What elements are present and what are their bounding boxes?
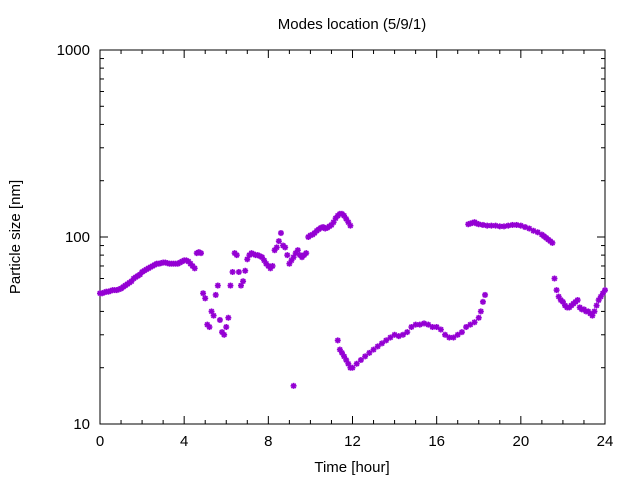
data-point bbox=[211, 291, 220, 299]
data-point bbox=[268, 262, 277, 270]
x-tick-label: 8 bbox=[264, 433, 272, 450]
data-point bbox=[458, 328, 466, 336]
data-point bbox=[403, 328, 412, 336]
data-point bbox=[220, 330, 228, 339]
x-tick-label: 12 bbox=[344, 433, 361, 450]
data-point bbox=[214, 281, 222, 290]
data-point bbox=[481, 291, 489, 299]
data-point bbox=[228, 268, 237, 276]
data-point bbox=[235, 268, 243, 276]
y-tick-labels: 10 100 1000 bbox=[57, 42, 90, 433]
y-tick-label: 100 bbox=[65, 229, 90, 246]
data-point bbox=[373, 342, 382, 351]
data-point bbox=[201, 294, 210, 303]
data-point bbox=[302, 249, 311, 257]
data-point bbox=[224, 313, 233, 322]
data-point bbox=[552, 286, 561, 294]
data-point bbox=[601, 286, 609, 294]
data-point bbox=[232, 251, 241, 259]
data-point bbox=[209, 311, 218, 320]
data-point bbox=[216, 316, 224, 324]
data-point bbox=[239, 277, 247, 286]
data-point bbox=[222, 323, 231, 331]
data-point bbox=[550, 274, 559, 283]
y-tick-label: 10 bbox=[73, 416, 90, 433]
data-point bbox=[190, 264, 199, 273]
data-point bbox=[281, 243, 289, 252]
data-point bbox=[437, 325, 445, 334]
x-tick-label: 0 bbox=[96, 433, 104, 450]
x-axis-ticks bbox=[99, 50, 606, 424]
chart-title: Modes location (5/9/1) bbox=[278, 16, 426, 33]
y-axis-label: Particle size [nm] bbox=[7, 180, 24, 294]
x-tick-label: 4 bbox=[180, 433, 188, 450]
x-tick-label: 24 bbox=[597, 433, 614, 450]
data-point bbox=[333, 336, 342, 345]
data-point bbox=[205, 323, 214, 331]
data-point bbox=[197, 249, 205, 257]
data-point bbox=[592, 301, 601, 310]
data-point bbox=[277, 229, 285, 237]
data-point bbox=[283, 251, 292, 259]
data-point bbox=[470, 318, 479, 327]
x-axis-label: Time [hour] bbox=[314, 459, 389, 476]
data-point bbox=[477, 307, 485, 316]
data-point bbox=[590, 307, 599, 316]
data-point bbox=[378, 339, 386, 348]
data-points bbox=[96, 210, 609, 390]
data-point bbox=[289, 382, 298, 390]
x-tick-label: 20 bbox=[512, 433, 529, 450]
data-point bbox=[226, 281, 235, 290]
data-point bbox=[573, 296, 582, 304]
y-tick-label: 1000 bbox=[57, 42, 90, 59]
x-tick-label: 16 bbox=[428, 433, 445, 450]
data-point bbox=[241, 266, 249, 275]
data-point bbox=[272, 243, 281, 252]
x-tick-labels: 0 4 8 12 16 20 24 bbox=[96, 433, 614, 450]
data-point bbox=[474, 313, 483, 322]
data-point bbox=[346, 221, 355, 230]
data-point bbox=[548, 239, 557, 247]
data-point bbox=[479, 298, 487, 306]
